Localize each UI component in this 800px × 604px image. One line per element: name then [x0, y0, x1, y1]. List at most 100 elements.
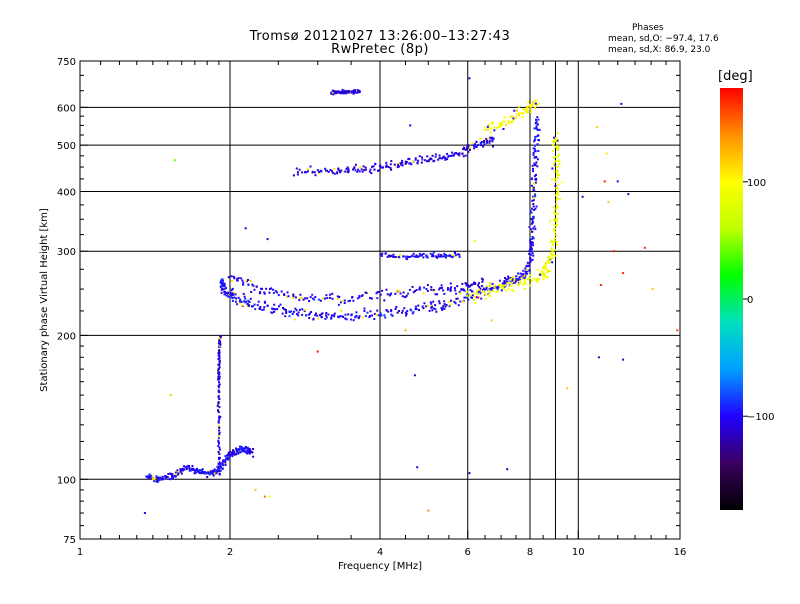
echo-point — [472, 282, 475, 285]
echo-point — [435, 255, 437, 258]
echo-point — [542, 278, 545, 281]
axis-ticks — [79, 60, 681, 540]
echo-point — [476, 292, 479, 295]
echo-point — [504, 289, 507, 292]
echo-point — [438, 300, 441, 303]
echo-point — [550, 253, 553, 256]
echo-point — [484, 297, 487, 300]
echo-point — [533, 156, 536, 159]
echo-point — [485, 138, 488, 141]
echo-point — [343, 91, 346, 94]
echo-point — [454, 302, 457, 305]
echo-point — [488, 285, 491, 288]
echo-point — [532, 237, 535, 240]
echo-point — [507, 287, 510, 290]
echo-point — [456, 297, 459, 300]
echo-point — [553, 136, 556, 139]
echo-point — [237, 448, 240, 451]
echo-point — [375, 292, 378, 295]
echo-point — [445, 304, 448, 306]
echo-point — [225, 294, 228, 297]
echo-point — [218, 376, 221, 379]
echo-point — [153, 478, 156, 480]
echo-point — [247, 451, 249, 454]
echo-point — [556, 132, 559, 135]
echo-point — [529, 259, 532, 262]
echo-point — [218, 371, 221, 374]
echo-point — [530, 238, 533, 240]
echo-point — [371, 165, 374, 168]
echo-point — [528, 277, 531, 279]
echo-point — [389, 167, 392, 169]
echo-point — [506, 282, 509, 285]
echo-point — [506, 278, 509, 280]
echo-point — [514, 117, 517, 120]
echo-point — [147, 476, 150, 479]
echo-point — [329, 169, 332, 171]
echo-point — [218, 433, 221, 436]
echo-point — [320, 313, 323, 316]
echo-point — [511, 119, 514, 122]
echo-point — [207, 472, 210, 475]
echo-point — [466, 290, 469, 293]
echo-point — [420, 161, 423, 164]
echo-point — [395, 305, 398, 308]
echo-point — [412, 311, 415, 314]
echo-point — [406, 258, 409, 261]
echo-point — [607, 201, 610, 204]
echo-point — [331, 171, 334, 174]
echo-point — [358, 295, 361, 297]
echo-point — [319, 314, 321, 317]
echo-point — [381, 252, 384, 255]
echo-point — [549, 241, 552, 244]
echo-point — [477, 296, 480, 299]
echo-point — [531, 236, 534, 239]
echo-point — [217, 456, 220, 459]
echo-point — [301, 297, 304, 300]
echo-point — [372, 165, 375, 168]
echo-point — [337, 315, 339, 318]
echo-point — [404, 160, 407, 163]
echo-point — [542, 270, 545, 273]
echo-point — [172, 476, 175, 479]
echo-point — [481, 290, 484, 293]
echo-point — [384, 252, 387, 255]
echo-point — [380, 314, 383, 317]
echo-point — [228, 456, 231, 458]
echo-point — [553, 230, 556, 232]
echo-point — [374, 163, 377, 166]
echo-point — [532, 244, 534, 247]
echo-point — [304, 297, 307, 300]
echo-point — [423, 286, 426, 289]
echo-point — [486, 139, 489, 142]
echo-point — [461, 152, 464, 155]
echo-point — [530, 184, 533, 187]
echo-point — [519, 281, 522, 284]
echo-point — [157, 476, 160, 479]
echo-point — [217, 369, 220, 372]
echo-point — [426, 155, 429, 158]
echo-point — [228, 453, 231, 456]
echo-point — [497, 289, 500, 292]
echo-point — [218, 366, 221, 369]
echo-point — [546, 271, 549, 274]
echo-point — [191, 469, 194, 471]
echo-point — [413, 255, 416, 258]
echo-point — [478, 290, 481, 293]
echo-point — [530, 244, 532, 247]
echo-point — [301, 171, 304, 174]
echo-point — [475, 146, 478, 148]
echo-point — [201, 468, 203, 471]
echo-point — [536, 268, 539, 271]
echo-point — [171, 475, 173, 477]
echo-point — [450, 286, 453, 289]
echo-point — [217, 395, 220, 398]
echo-point — [301, 313, 304, 316]
echo-point — [243, 301, 246, 304]
echo-point — [298, 299, 301, 302]
echo-point — [369, 310, 372, 313]
echo-point — [270, 287, 273, 290]
echo-point — [554, 180, 557, 183]
echo-point — [526, 272, 529, 275]
echo-point — [330, 170, 333, 173]
